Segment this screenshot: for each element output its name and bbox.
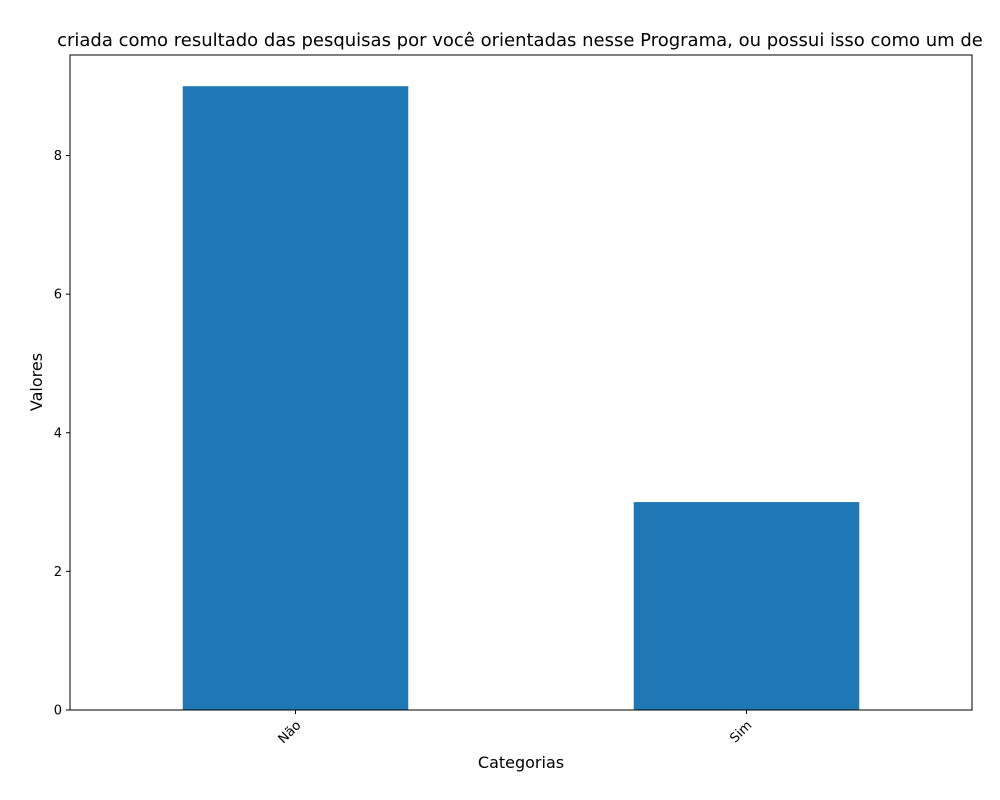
bar-1 bbox=[182, 86, 409, 710]
x-axis-label: Categorias bbox=[478, 753, 564, 772]
x-tick-label: Sim bbox=[727, 718, 755, 746]
y-tick-label: 6 bbox=[54, 288, 62, 303]
x-tick-label: Não bbox=[276, 718, 305, 747]
bars-group bbox=[182, 86, 860, 710]
y-axis-label: Valores bbox=[27, 353, 46, 411]
y-axis-ticks: 0 2 4 6 8 bbox=[54, 149, 70, 719]
y-tick-label: 0 bbox=[54, 704, 62, 719]
y-tick-label: 8 bbox=[54, 149, 62, 164]
bar-2 bbox=[633, 502, 860, 710]
plot-frame bbox=[69, 54, 973, 711]
y-tick-label: 4 bbox=[54, 426, 62, 441]
x-axis-ticks: Não Sim bbox=[276, 710, 755, 747]
y-tick-label: 2 bbox=[54, 565, 62, 580]
chart-title: criada como resultado das pesquisas por … bbox=[57, 30, 983, 51]
